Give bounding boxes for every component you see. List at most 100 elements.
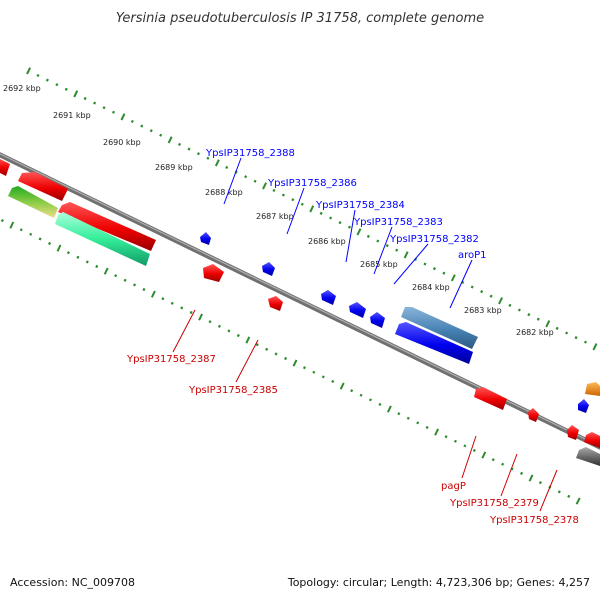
scale-tick	[520, 471, 524, 475]
scale-tick	[347, 225, 352, 229]
scale-tick	[567, 494, 571, 498]
scale-tick	[575, 497, 581, 505]
forward-features	[0, 159, 600, 413]
scale-tick	[359, 393, 363, 397]
scale-tick	[395, 248, 399, 252]
scale-tick	[350, 389, 354, 393]
scale-tick	[416, 421, 420, 425]
scale-tick	[196, 152, 200, 156]
scale-tick	[510, 467, 514, 471]
scale-tick	[538, 481, 542, 485]
scale-tick	[142, 287, 146, 292]
gene-arrow	[262, 262, 275, 276]
gene-arrow	[8, 186, 58, 218]
scale-tick	[385, 244, 389, 248]
scale-tick	[329, 216, 333, 220]
scale-tick	[56, 244, 62, 252]
gene-label-arop1: aroP1	[458, 250, 487, 261]
scale-tick	[114, 274, 118, 278]
scale-tick	[103, 267, 109, 275]
scale-tick	[397, 412, 401, 416]
scale-tick	[93, 101, 97, 105]
gene-arrow	[395, 322, 473, 364]
scale-tick	[272, 188, 276, 193]
scale-tick	[140, 124, 144, 128]
scale-tick	[244, 175, 248, 179]
gene-arrow	[578, 399, 589, 413]
gene-arrow	[585, 382, 600, 396]
scale-tick	[159, 133, 163, 137]
backbone-axis	[0, 152, 600, 450]
scale-tick	[102, 106, 106, 110]
scale-tick	[557, 490, 561, 494]
scale-tick	[434, 428, 440, 436]
scale-tick	[274, 352, 278, 356]
gene-arrow	[18, 172, 68, 201]
scale-tick	[481, 451, 487, 459]
scale-tick	[444, 435, 448, 439]
scale-tick	[366, 234, 370, 238]
scale-tick	[64, 87, 68, 91]
scale-tick	[180, 306, 184, 310]
scale-tick	[450, 274, 456, 282]
gene-leader-line	[393, 243, 429, 285]
gene-arrow	[0, 159, 10, 176]
scale-tick	[76, 255, 80, 259]
scale-tick	[403, 251, 409, 259]
scale-tick	[453, 439, 457, 443]
scale-tick	[369, 398, 372, 402]
gene-leader-line	[223, 157, 242, 205]
scale-tick	[386, 405, 392, 413]
scale-tick	[206, 156, 210, 160]
scale-tick	[545, 320, 551, 328]
scale-tick	[85, 260, 89, 264]
gene-arrow	[474, 387, 507, 410]
scale-tick	[112, 110, 115, 114]
scale-tick	[225, 165, 229, 170]
scale-tick	[536, 317, 540, 321]
scale-tick	[253, 179, 257, 183]
scale-tick	[528, 474, 534, 482]
gene-arrow	[370, 312, 385, 328]
gene-leader-line	[286, 187, 305, 235]
scale-tick	[130, 119, 134, 124]
gene-arrow	[55, 212, 150, 266]
scale-tick	[498, 297, 503, 305]
scale-tick	[432, 267, 436, 271]
scale-tick	[292, 359, 298, 367]
scale-tick	[356, 228, 362, 236]
scale-label: 2689 kbp	[155, 163, 193, 172]
scale-label: 2690 kbp	[103, 138, 141, 147]
scale-tick	[149, 129, 153, 133]
scale-tick	[480, 290, 484, 294]
gene-arrow	[203, 264, 224, 282]
scale-tick	[150, 290, 156, 298]
gene-leader-line	[373, 226, 393, 275]
gene-arrow	[576, 447, 600, 466]
scale-tick	[236, 333, 240, 338]
gene-label-ypsip31758-2378: YpsIP31758_2378	[489, 515, 579, 526]
scale-tick	[508, 303, 512, 307]
scale-tick	[26, 67, 31, 75]
scale-tick	[302, 366, 306, 370]
scale-label: 2688 kbp	[205, 188, 243, 197]
gene-label-ypsip31758-2385: YpsIP31758_2385	[188, 385, 278, 396]
scale-tick	[95, 264, 99, 269]
scale-label: 2692 kbp	[3, 84, 41, 93]
scale-tick	[406, 416, 410, 420]
scale-tick	[245, 336, 251, 344]
gene-label-ypsip31758-2387: YpsIP31758_2387	[126, 354, 216, 365]
scale-tick	[48, 241, 52, 246]
scale-tick	[331, 379, 335, 384]
backbone-axis-highlight	[0, 153, 600, 447]
gene-arrow	[528, 408, 539, 422]
scale-tick	[9, 221, 15, 229]
scale-tick	[123, 278, 127, 282]
gene-arrow	[268, 296, 283, 311]
scale-tick	[214, 159, 220, 167]
gene-arrow	[349, 302, 366, 318]
scale-tick	[36, 73, 40, 78]
gene-arrow	[567, 425, 579, 440]
scale-tick	[227, 329, 231, 333]
scale-tick	[470, 285, 474, 289]
